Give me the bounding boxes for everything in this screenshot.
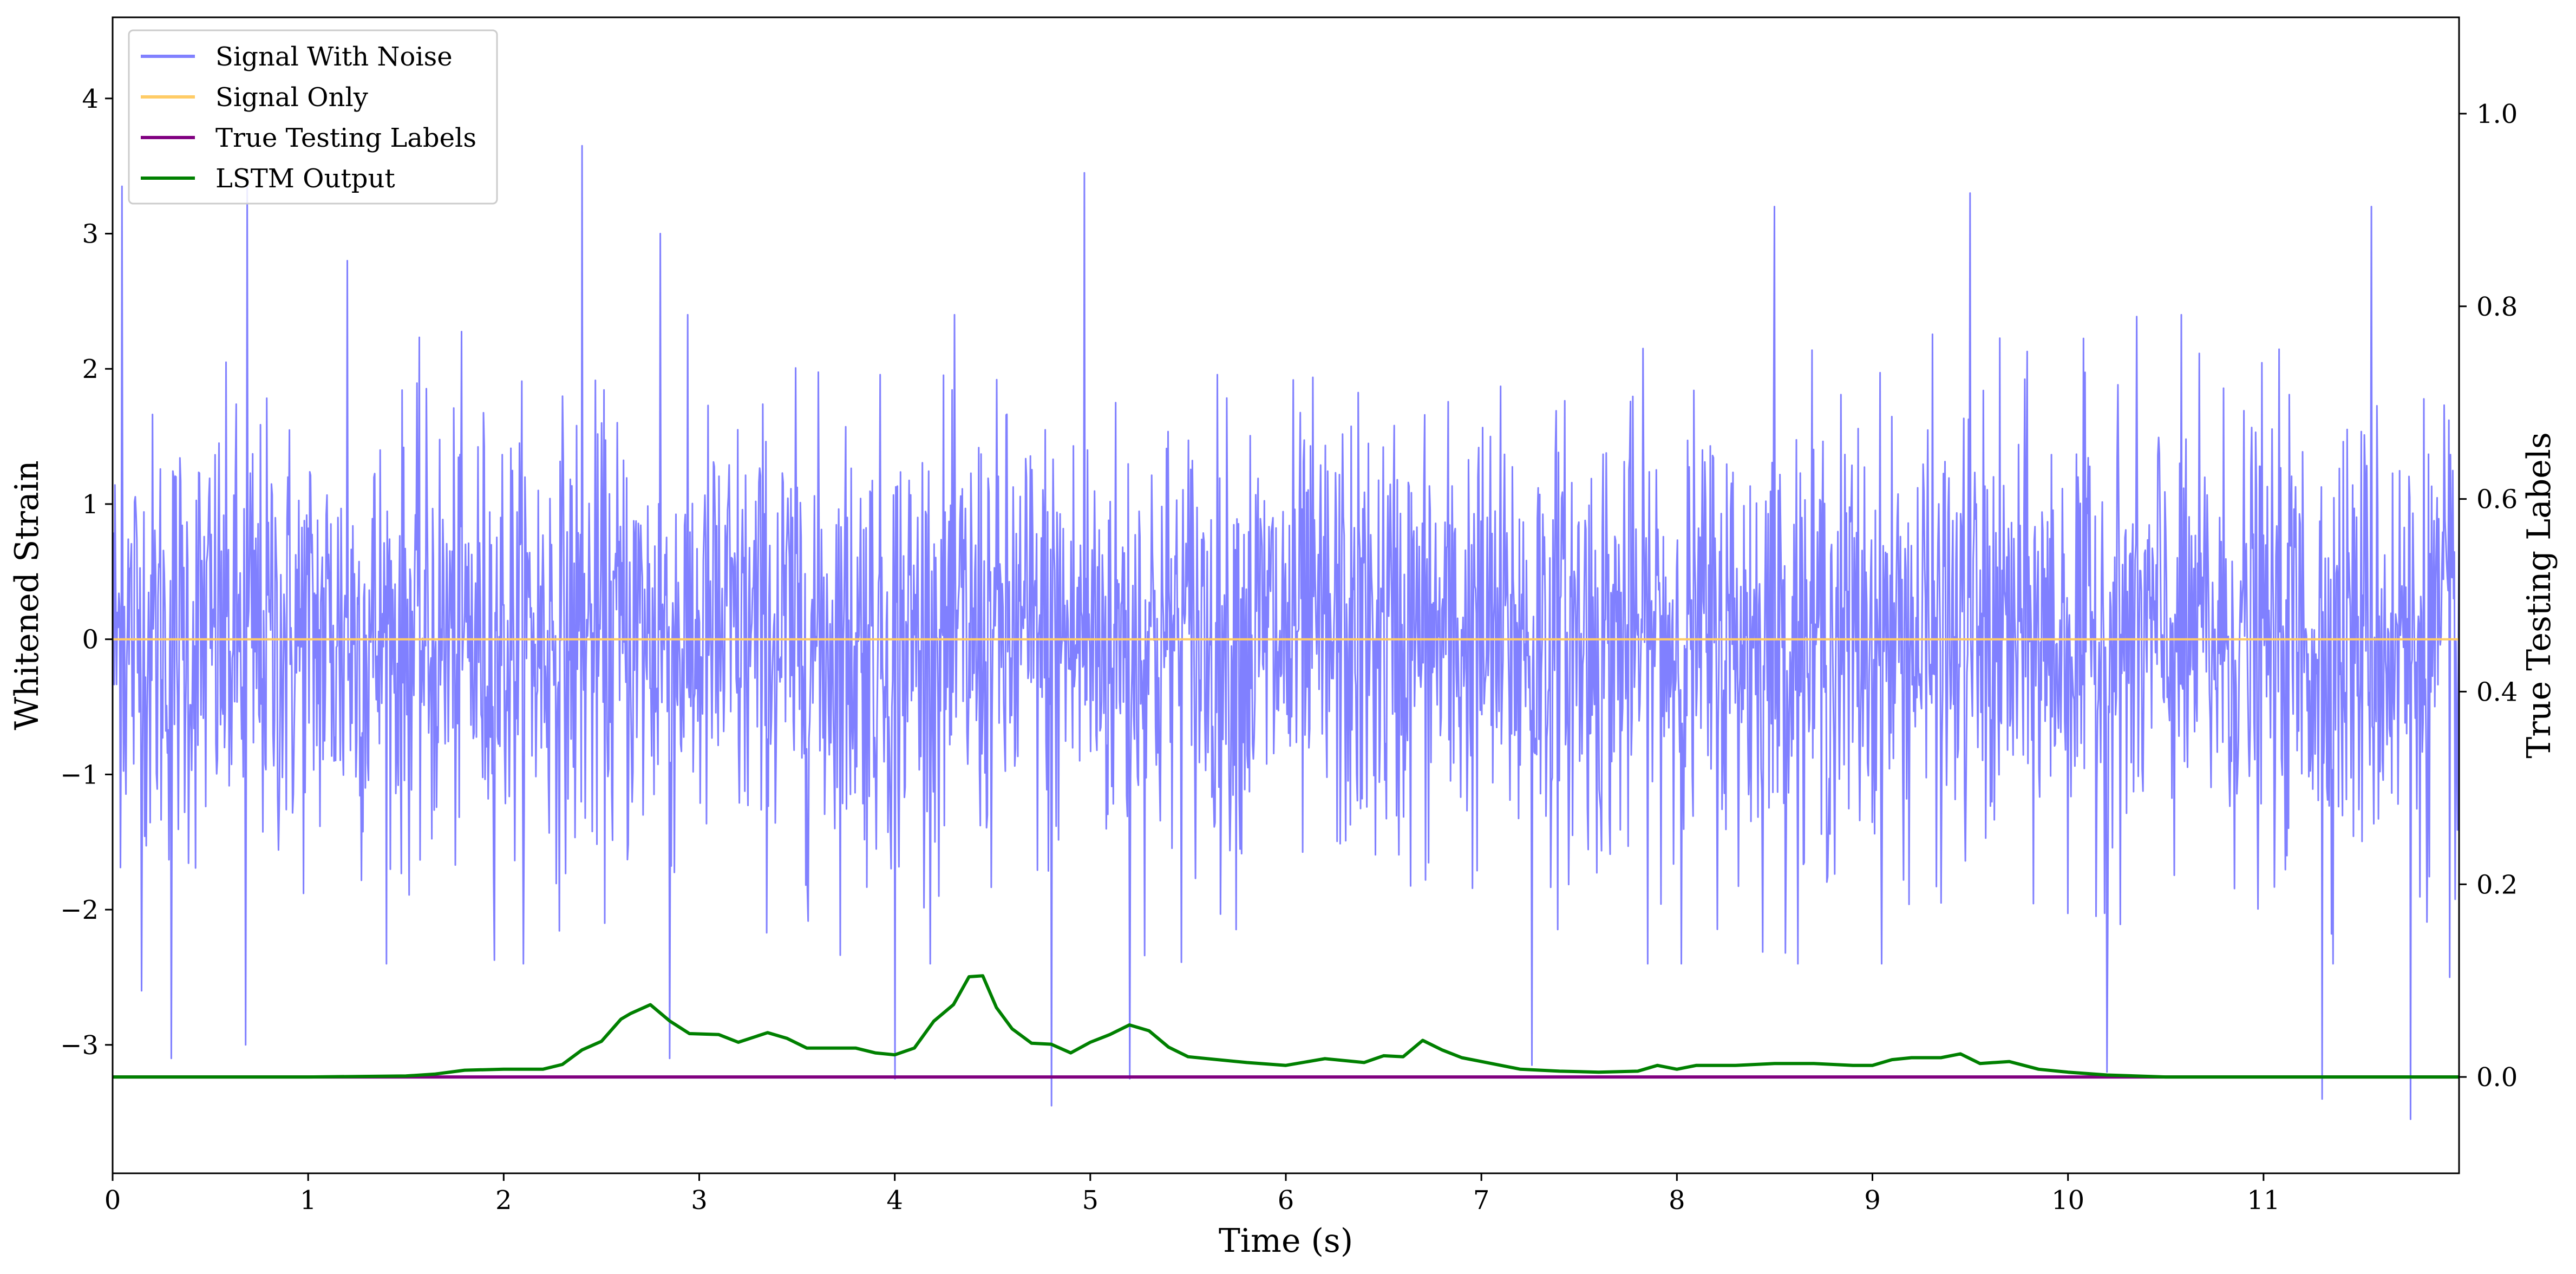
y-axis-label: Whitened Strain [8,460,46,730]
series-line-signal-with-noise [113,145,2459,1120]
x-tick-label: 10 [2051,1185,2084,1216]
legend-label: LSTM Output [215,164,395,194]
x-tick-label: 9 [1864,1185,1881,1216]
y-tick-label: 4 [82,84,99,114]
y-right-tick-label: 0.8 [2476,292,2518,322]
legend-label: True Testing Labels [215,123,476,153]
y-right-tick-label: 0.6 [2476,485,2518,515]
y-right-tick-label: 0.2 [2476,870,2518,900]
x-tick-label: 8 [1669,1185,1685,1216]
legend-box [128,29,498,205]
x-axis-label: Time (s) [1219,1222,1353,1260]
x-tick-label: 6 [1278,1185,1294,1216]
y-right-tick-label: 1.0 [2476,99,2518,129]
x-tick-label: 7 [1473,1185,1490,1216]
legend: Signal With Noise Signal Only True Testing… [128,29,498,205]
y-tick-label: 2 [82,354,99,384]
y-tick-label: −2 [60,895,99,925]
y-tick-label: −3 [60,1030,99,1061]
x-tick-label: 11 [2247,1185,2280,1216]
y-tick-label: 1 [82,489,99,520]
y-right-tick-label: 0.0 [2476,1062,2518,1093]
series-line-lstm-output [113,974,2459,1079]
y-tick-label: 3 [82,219,99,250]
y-axis-right-label: True Testing Labels [2520,432,2558,759]
y-tick-label: 0 [82,625,99,655]
legend-label: Signal With Noise [215,42,453,72]
x-tick-label: 2 [495,1185,512,1216]
x-tick-label: 1 [300,1185,317,1216]
x-tick-label: 4 [886,1185,903,1216]
x-tick-label: 3 [691,1185,708,1216]
y-tick-label: −1 [60,760,99,790]
x-tick-label: 0 [104,1185,121,1216]
legend-label: Signal Only [215,82,368,113]
x-tick-label: 5 [1082,1185,1099,1216]
y-right-tick-label: 0.4 [2476,677,2518,707]
